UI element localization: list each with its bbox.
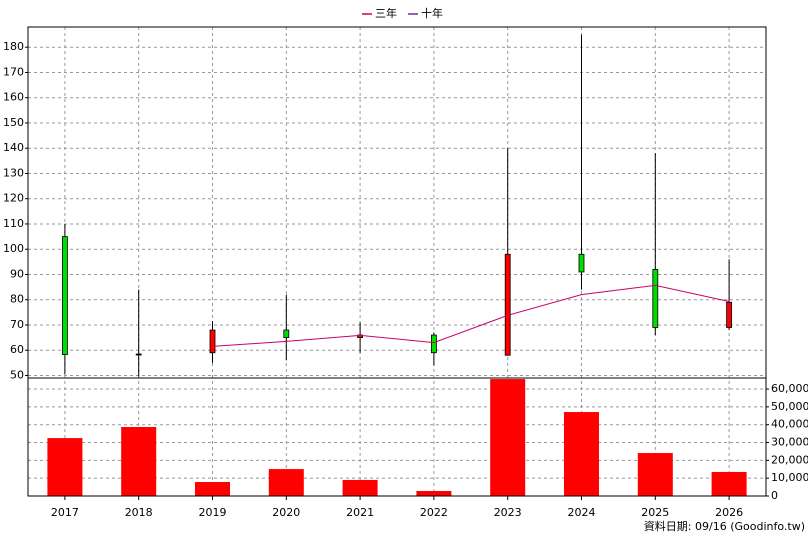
- legend-label: 十年: [421, 6, 443, 20]
- y-tick-label: 160: [3, 91, 24, 104]
- y2-tick-label: 0: [771, 489, 778, 502]
- volume-bar: [195, 482, 230, 496]
- candle-body: [652, 269, 659, 328]
- y2-tick-label: 60,000: [771, 382, 808, 395]
- y-tick-label: 130: [3, 166, 24, 179]
- volume-bar: [564, 412, 599, 496]
- x-tick-label: 2026: [715, 506, 743, 519]
- candle-body: [504, 253, 511, 356]
- y-tick-label: 150: [3, 116, 24, 129]
- candle-body: [62, 236, 68, 355]
- y-tick-label: 170: [3, 65, 24, 78]
- candle-body: [135, 353, 142, 356]
- x-tick-label: 2021: [346, 506, 374, 519]
- plot-frame: [27, 26, 767, 497]
- y2-tick-label: 10,000: [771, 471, 808, 484]
- volume-bar: [637, 453, 673, 496]
- x-tick-label: 2024: [568, 506, 596, 519]
- y2-tick-label: 20,000: [771, 453, 808, 466]
- volume-bar: [121, 427, 157, 496]
- y-tick-label: 90: [10, 267, 24, 280]
- line-series: [212, 284, 730, 347]
- volume-bar: [711, 471, 747, 496]
- volume-bar: [342, 479, 378, 496]
- legend-label: 三年: [375, 6, 397, 20]
- y-tick-label: 70: [10, 318, 24, 331]
- x-tick-label: 2018: [125, 506, 153, 519]
- y-tick-label: 140: [3, 141, 24, 154]
- x-tick-label: 2025: [641, 506, 669, 519]
- y-tick-label: 60: [10, 343, 24, 356]
- y-tick-label: 110: [3, 217, 24, 230]
- y-tick-label: 80: [10, 293, 24, 306]
- candle-body: [209, 329, 216, 354]
- x-tick-label: 2023: [494, 506, 522, 519]
- y2-tick-label: 50,000: [771, 400, 808, 413]
- candle-body: [578, 253, 585, 273]
- volume-bar: [490, 379, 526, 496]
- x-tick-label: 2022: [420, 506, 448, 519]
- y-tick-label: 50: [10, 368, 24, 381]
- footnote: 資料日期: 09/16 (Goodinfo.tw): [644, 519, 805, 533]
- x-tick-label: 2020: [272, 506, 300, 519]
- y-tick-label: 100: [3, 242, 24, 255]
- volume-bar: [47, 438, 83, 496]
- x-tick-label: 2019: [199, 506, 227, 519]
- candle-body: [430, 334, 437, 354]
- y-tick-label: 120: [3, 192, 24, 205]
- y2-tick-label: 30,000: [771, 436, 808, 449]
- volume-bar: [268, 469, 304, 496]
- volume-bar: [416, 491, 452, 496]
- candle-body: [283, 329, 290, 338]
- y-tick-label: 180: [3, 40, 24, 53]
- x-tick-label: 2017: [51, 506, 79, 519]
- y2-tick-label: 40,000: [771, 418, 808, 431]
- candle-body: [726, 301, 732, 328]
